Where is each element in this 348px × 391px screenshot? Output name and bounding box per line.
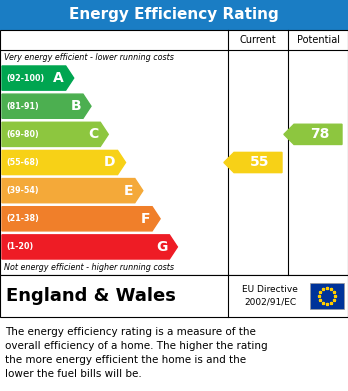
Polygon shape	[2, 122, 108, 147]
Text: E: E	[123, 184, 133, 197]
Text: overall efficiency of a home. The higher the rating: overall efficiency of a home. The higher…	[5, 341, 268, 351]
Text: Current: Current	[240, 35, 276, 45]
Text: (69-80): (69-80)	[6, 130, 39, 139]
Text: 78: 78	[310, 127, 330, 142]
Text: F: F	[141, 212, 150, 226]
Text: C: C	[88, 127, 98, 142]
Polygon shape	[2, 151, 126, 175]
Bar	[0, 0, 348, 30]
Text: 55: 55	[250, 156, 270, 170]
Text: D: D	[104, 156, 116, 170]
Text: EU Directive: EU Directive	[242, 285, 298, 294]
Polygon shape	[2, 207, 160, 231]
Polygon shape	[2, 179, 143, 203]
Text: lower the fuel bills will be.: lower the fuel bills will be.	[5, 369, 142, 379]
Text: Not energy efficient - higher running costs: Not energy efficient - higher running co…	[4, 264, 174, 273]
Text: (1-20): (1-20)	[6, 242, 33, 251]
Text: B: B	[70, 99, 81, 113]
Text: (55-68): (55-68)	[6, 158, 39, 167]
Bar	[0, 275, 348, 317]
Polygon shape	[284, 124, 342, 145]
Polygon shape	[224, 152, 282, 173]
Text: (39-54): (39-54)	[6, 186, 39, 195]
Text: G: G	[156, 240, 167, 254]
Polygon shape	[2, 94, 91, 118]
Polygon shape	[2, 66, 74, 90]
Text: Potential: Potential	[296, 35, 340, 45]
Polygon shape	[2, 235, 177, 259]
Text: the more energy efficient the home is and the: the more energy efficient the home is an…	[5, 355, 246, 365]
Text: Energy Efficiency Rating: Energy Efficiency Rating	[69, 7, 279, 23]
Bar	[310, 283, 344, 309]
Text: (81-91): (81-91)	[6, 102, 39, 111]
Text: (92-100): (92-100)	[6, 74, 44, 83]
Text: 2002/91/EC: 2002/91/EC	[244, 298, 296, 307]
Text: (21-38): (21-38)	[6, 214, 39, 223]
Bar	[0, 30, 348, 275]
Text: A: A	[53, 71, 64, 85]
Text: Very energy efficient - lower running costs: Very energy efficient - lower running co…	[4, 52, 174, 61]
Text: England & Wales: England & Wales	[6, 287, 176, 305]
Text: The energy efficiency rating is a measure of the: The energy efficiency rating is a measur…	[5, 327, 256, 337]
